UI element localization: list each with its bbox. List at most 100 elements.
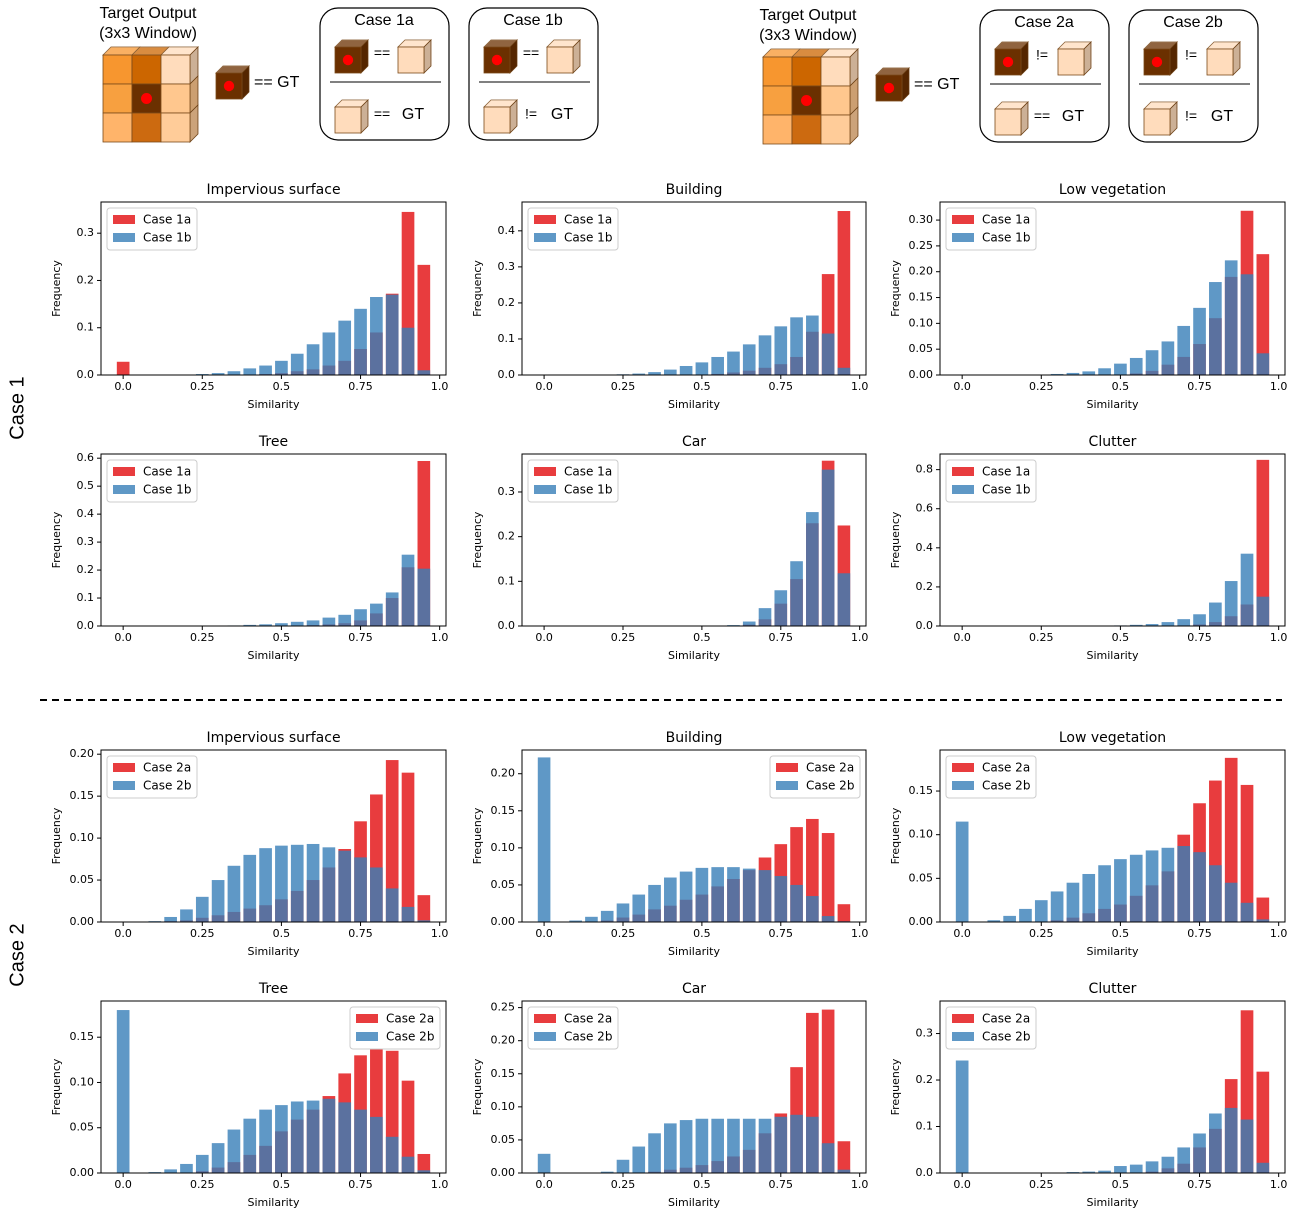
- y-tick-label: 0.20: [491, 1034, 516, 1047]
- legend-swatch: [952, 781, 974, 790]
- y-tick-label: 0.5: [77, 479, 95, 492]
- bar: [1162, 1157, 1175, 1173]
- x-tick-label: 0.75: [769, 927, 794, 940]
- target-label: Target Output: [100, 5, 198, 22]
- bar: [275, 1105, 288, 1173]
- y-axis-label: Frequency: [889, 511, 902, 568]
- x-tick-label: 0.75: [348, 1178, 373, 1191]
- rule-label: == GT: [914, 76, 960, 93]
- bar: [1098, 865, 1111, 922]
- cube-front: [1144, 109, 1170, 135]
- grid-cell: [161, 113, 190, 142]
- y-tick-label: 0.10: [70, 1075, 95, 1088]
- bar: [790, 1115, 803, 1173]
- bar: [259, 1110, 272, 1173]
- case-name: Case 1b: [503, 12, 563, 29]
- bar: [307, 344, 320, 375]
- y-tick-label: 0.4: [916, 541, 934, 554]
- x-axis-label: Similarity: [668, 398, 720, 411]
- x-tick-label: 0.0: [535, 927, 553, 940]
- case-name: Case 2a: [1014, 14, 1074, 31]
- operator: !=: [525, 106, 537, 122]
- bar: [680, 1120, 693, 1173]
- grid-cell: [792, 57, 821, 86]
- legend-label: Case 2b: [386, 1030, 434, 1044]
- x-tick-label: 0.75: [348, 631, 373, 644]
- y-tick-label: 0.10: [70, 831, 95, 844]
- legend-label: Case 1a: [564, 213, 612, 227]
- cube-dot: [884, 83, 894, 93]
- legend-swatch: [952, 233, 974, 242]
- y-axis-label: Frequency: [889, 1058, 902, 1115]
- y-tick-label: 0.30: [909, 213, 934, 226]
- bar: [1003, 916, 1016, 922]
- y-tick-label: 0.00: [70, 915, 95, 928]
- bar: [1146, 850, 1159, 922]
- y-tick-label: 0.15: [70, 1030, 95, 1043]
- legend-label: Case 2b: [806, 779, 854, 793]
- legend-label: Case 2a: [806, 761, 854, 775]
- grid-cell: [763, 115, 792, 144]
- bar: [538, 1154, 551, 1173]
- y-tick-label: 0.1: [498, 332, 516, 345]
- chart-title: Tree: [258, 981, 288, 997]
- y-tick-label: 0.6: [77, 451, 95, 464]
- bar: [354, 1110, 367, 1173]
- bar: [774, 326, 787, 375]
- x-axis-label: Similarity: [1086, 398, 1138, 411]
- y-tick-label: 0.15: [909, 291, 934, 304]
- legend-swatch: [534, 233, 556, 242]
- grid-cell: [103, 84, 132, 113]
- x-tick-label: 0.0: [953, 380, 971, 393]
- bar: [759, 608, 772, 626]
- chart-title: Building: [666, 182, 723, 198]
- bar: [743, 622, 756, 626]
- y-tick-label: 0.20: [70, 747, 95, 760]
- legend-swatch: [952, 1014, 974, 1023]
- case-name: Case 1a: [354, 12, 414, 29]
- bar: [1241, 785, 1254, 922]
- x-tick-label: 1.0: [431, 631, 449, 644]
- legend-label: Case 1b: [143, 483, 191, 497]
- legend-swatch: [952, 467, 974, 476]
- bar: [228, 866, 241, 922]
- x-axis-label: Similarity: [668, 945, 720, 958]
- bar: [307, 844, 320, 922]
- bar: [664, 1123, 677, 1173]
- bar: [386, 1137, 399, 1173]
- bar: [338, 615, 351, 626]
- x-tick-label: 0.5: [1112, 631, 1130, 644]
- y-tick-label: 0.1: [916, 1120, 934, 1133]
- x-tick-label: 0.5: [1112, 1178, 1130, 1191]
- bar: [323, 847, 336, 922]
- x-tick-label: 0.5: [273, 631, 291, 644]
- x-tick-label: 0.25: [611, 631, 636, 644]
- chart-title: Tree: [258, 434, 288, 450]
- x-tick-label: 0.75: [1187, 380, 1212, 393]
- x-tick-label: 0.25: [1029, 1178, 1054, 1191]
- x-tick-label: 0.25: [190, 380, 215, 393]
- bar: [1098, 368, 1111, 375]
- x-tick-label: 1.0: [851, 380, 869, 393]
- x-tick-label: 0.0: [953, 927, 971, 940]
- operator: ==: [523, 45, 539, 61]
- grid-cell: [103, 113, 132, 142]
- y-axis-label: Frequency: [471, 511, 484, 568]
- y-axis-label: Frequency: [889, 260, 902, 317]
- legend-swatch: [113, 467, 135, 476]
- bar: [1177, 846, 1190, 922]
- legend-swatch: [113, 215, 135, 224]
- bar: [259, 366, 272, 375]
- bar: [1035, 900, 1048, 922]
- operator: !=: [1036, 47, 1048, 63]
- y-tick-label: 0.10: [909, 828, 934, 841]
- y-tick-label: 0.15: [909, 784, 934, 797]
- bar: [1225, 260, 1238, 375]
- bar: [790, 317, 803, 375]
- x-tick-label: 0.0: [114, 631, 132, 644]
- y-axis-label: Frequency: [471, 1058, 484, 1115]
- bar: [759, 870, 772, 922]
- chart-title: Impervious surface: [206, 730, 340, 746]
- bar: [1193, 852, 1206, 922]
- bar: [956, 822, 969, 922]
